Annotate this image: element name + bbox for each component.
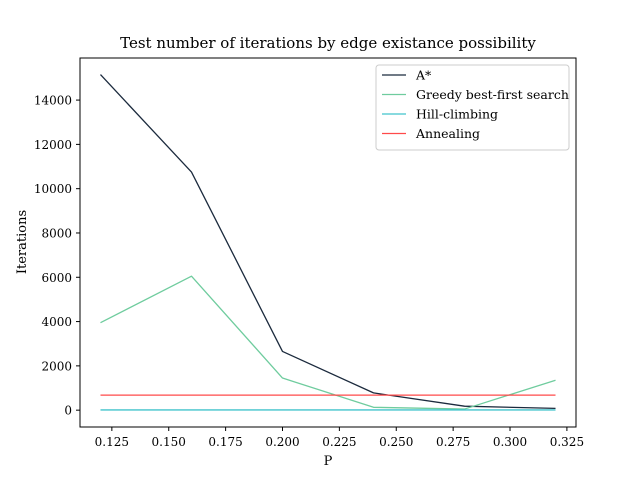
series-lines bbox=[100, 74, 556, 411]
y-tick-label: 6000 bbox=[41, 271, 72, 285]
y-axis-label: Iterations bbox=[15, 210, 30, 274]
chart-title: Test number of iterations by edge exista… bbox=[120, 34, 536, 52]
x-tick-label: 0.125 bbox=[95, 435, 129, 449]
y-tick-label: 2000 bbox=[41, 359, 72, 373]
y-tick-label: 4000 bbox=[41, 315, 72, 329]
x-tick-label: 0.200 bbox=[265, 435, 299, 449]
series-line-0 bbox=[100, 74, 556, 410]
legend-box bbox=[375, 64, 570, 151]
axes-frame bbox=[79, 57, 577, 428]
y-tick-label: 10000 bbox=[34, 182, 72, 196]
legend-label: Annealing bbox=[415, 126, 480, 141]
x-tick-label: 0.150 bbox=[152, 435, 186, 449]
x-tick-label: 0.325 bbox=[550, 435, 584, 449]
x-tick-label: 0.250 bbox=[379, 435, 413, 449]
x-tick-label: 0.225 bbox=[322, 435, 356, 449]
x-axis-ticks: 0.125 0.150 0.175 0.200 0.225 0.250 0.275 0.300… bbox=[95, 427, 584, 449]
x-tick-label: 0.300 bbox=[493, 435, 527, 449]
legend: A* Greedy best-first search Hill-climbing A… bbox=[375, 64, 570, 151]
y-tick-label: 14000 bbox=[34, 94, 72, 108]
x-tick-label: 0.275 bbox=[436, 435, 470, 449]
x-tick-label: 0.175 bbox=[208, 435, 242, 449]
legend-label: A* bbox=[415, 68, 432, 83]
series-line-1 bbox=[100, 275, 556, 410]
y-axis-ticks: 0 2000 4000 6000 8000 10000 12000 14000 bbox=[34, 94, 80, 418]
y-tick-label: 0 bbox=[64, 404, 72, 418]
x-axis-label: P bbox=[324, 454, 333, 469]
y-tick-label: 12000 bbox=[34, 138, 72, 152]
legend-label: Hill-climbing bbox=[416, 107, 498, 122]
y-tick-label: 8000 bbox=[41, 226, 72, 240]
legend-label: Greedy best-first search bbox=[416, 87, 569, 102]
